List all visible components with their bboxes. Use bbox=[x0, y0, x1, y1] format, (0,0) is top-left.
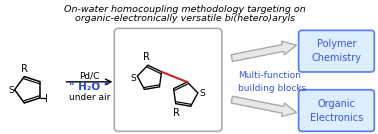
Text: " H₂O ": " H₂O " bbox=[69, 82, 110, 92]
Text: S: S bbox=[200, 89, 206, 98]
Text: Organic
Electronics: Organic Electronics bbox=[310, 98, 363, 123]
Text: R: R bbox=[144, 52, 150, 62]
Text: R: R bbox=[173, 108, 180, 118]
FancyBboxPatch shape bbox=[299, 90, 374, 131]
Text: Pd/C: Pd/C bbox=[79, 71, 99, 80]
Text: Multi-function
building blocks: Multi-function building blocks bbox=[238, 71, 306, 93]
Text: On-water homocoupling methodology targeting on: On-water homocoupling methodology target… bbox=[64, 5, 306, 14]
Text: organic-electronically versatile bi(hetero)aryls: organic-electronically versatile bi(hete… bbox=[75, 14, 295, 23]
Text: Polymer
Chemistry: Polymer Chemistry bbox=[311, 39, 361, 63]
Text: under air: under air bbox=[69, 93, 110, 102]
FancyBboxPatch shape bbox=[114, 28, 222, 131]
Text: I: I bbox=[45, 94, 48, 104]
Text: R: R bbox=[21, 64, 28, 74]
Text: S: S bbox=[130, 74, 136, 83]
Text: S: S bbox=[8, 86, 14, 95]
FancyBboxPatch shape bbox=[299, 30, 374, 72]
Polygon shape bbox=[231, 41, 297, 62]
Polygon shape bbox=[231, 96, 297, 117]
